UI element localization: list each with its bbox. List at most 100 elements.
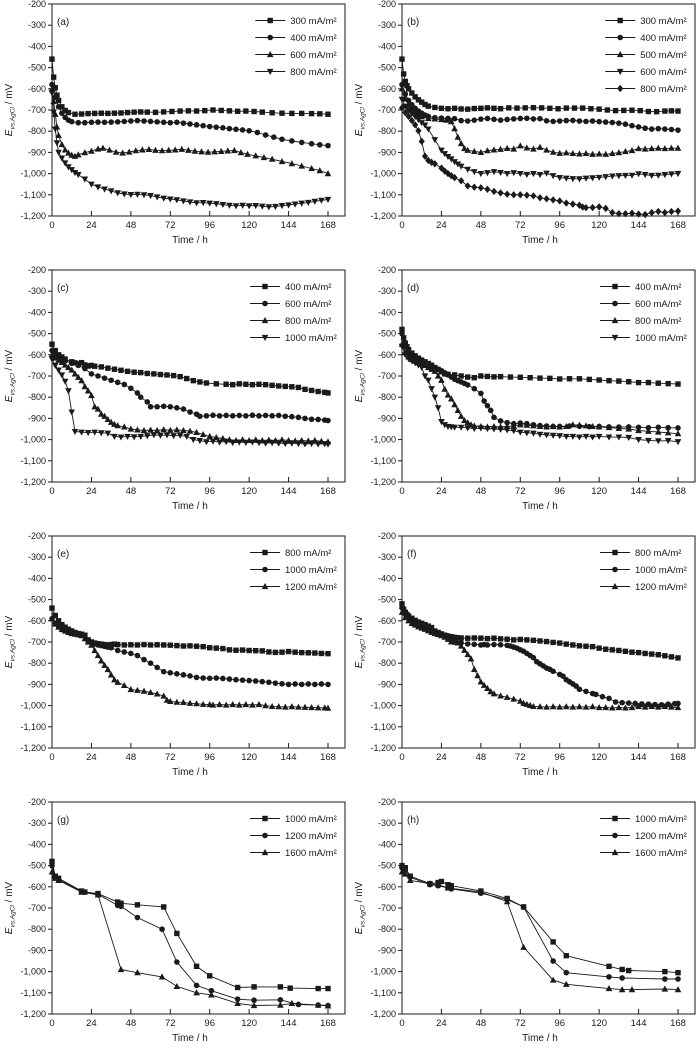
legend-label: 800 mA/m² <box>640 84 686 95</box>
svg-text:-600: -600 <box>28 882 46 892</box>
svg-text:48: 48 <box>476 752 487 763</box>
svg-text:-900: -900 <box>28 945 46 955</box>
panel-c-canvas: -200 -300 -400 -500 -600 -700 -800 -900 -1,000 -1… <box>4 266 346 512</box>
panel-letter: (b) <box>407 17 419 28</box>
svg-text:-1,200: -1,200 <box>370 477 396 487</box>
series-0 <box>49 858 331 992</box>
svg-text:72: 72 <box>165 752 176 763</box>
svg-text:-900: -900 <box>378 679 396 689</box>
svg-text:72: 72 <box>515 1018 526 1029</box>
svg-text:168: 168 <box>320 1018 336 1029</box>
x-axis-title: Time / h <box>522 1033 558 1044</box>
svg-text:-900: -900 <box>378 945 396 955</box>
svg-text:24: 24 <box>86 752 97 763</box>
legend-label: 800 mA/m² <box>285 548 331 559</box>
svg-text:-400: -400 <box>378 307 396 317</box>
svg-text:-1,200: -1,200 <box>370 743 396 753</box>
svg-text:-1,000: -1,000 <box>20 435 46 445</box>
svg-text:120: 120 <box>591 486 607 497</box>
panel-d-canvas: -200 -300 -400 -500 -600 -700 -800 -900 -1,000 -1… <box>354 266 696 512</box>
svg-text:-1,100: -1,100 <box>370 456 396 466</box>
svg-text:-500: -500 <box>378 595 396 605</box>
series-2 <box>48 615 332 711</box>
series-0 <box>399 56 681 115</box>
y-axis: -200 -300 -400 -500 -600 -700 -800 -900 -1,000 -1… <box>370 0 402 221</box>
legend-label: 400 mA/m² <box>640 33 686 44</box>
svg-text:96: 96 <box>554 220 565 231</box>
series-2 <box>48 85 332 177</box>
legend-label: 1200 mA/m² <box>635 582 687 593</box>
svg-text:96: 96 <box>554 1018 565 1029</box>
svg-text:-1,200: -1,200 <box>370 1009 396 1019</box>
x-axis-title: Time / h <box>172 1033 208 1044</box>
panel-a-canvas: -200 -300 -400 -500 -600 -700 -800 -900 -1,000 -1… <box>4 0 346 246</box>
svg-text:0: 0 <box>49 752 54 763</box>
series-0 <box>399 601 681 661</box>
svg-text:120: 120 <box>591 1018 607 1029</box>
svg-text:-1,000: -1,000 <box>370 967 396 977</box>
series-0 <box>399 862 681 976</box>
svg-text:-400: -400 <box>28 839 46 849</box>
svg-text:168: 168 <box>670 1018 686 1029</box>
x-axis: 0 24 48 72 96 120 144 168 <box>49 743 336 763</box>
series-0 <box>49 56 331 117</box>
panel-c-chart: -200 -300 -400 -500 -600 -700 -800 -900 -1,000 -1… <box>0 266 350 532</box>
svg-text:-400: -400 <box>378 573 396 583</box>
legend: 300 mA/m² 400 mA/m² 600 mA/m² 800 mA/m² <box>255 16 337 78</box>
svg-text:48: 48 <box>476 220 487 231</box>
svg-text:-800: -800 <box>378 924 396 934</box>
svg-text:48: 48 <box>126 486 137 497</box>
svg-text:-500: -500 <box>28 63 46 73</box>
x-axis: 0 24 48 72 96 120 144 168 <box>49 211 336 231</box>
svg-text:-700: -700 <box>378 637 396 647</box>
svg-text:168: 168 <box>670 220 686 231</box>
svg-text:-1,000: -1,000 <box>20 967 46 977</box>
svg-text:0: 0 <box>49 486 54 497</box>
svg-text:168: 168 <box>320 752 336 763</box>
svg-text:72: 72 <box>515 486 526 497</box>
svg-text:-800: -800 <box>28 392 46 402</box>
series-1 <box>49 615 331 688</box>
svg-text:-200: -200 <box>28 798 46 807</box>
series-1 <box>49 347 331 424</box>
svg-text:0: 0 <box>399 486 404 497</box>
legend-label: 1200 mA/m² <box>285 831 337 842</box>
legend-label: 800 mA/m² <box>635 548 681 559</box>
svg-text:-900: -900 <box>28 147 46 157</box>
legend-label: 1000 mA/m² <box>635 814 687 825</box>
svg-text:-1,100: -1,100 <box>370 722 396 732</box>
legend-label: 1600 mA/m² <box>635 848 687 859</box>
svg-text:-300: -300 <box>378 20 396 30</box>
svg-text:-1,000: -1,000 <box>20 701 46 711</box>
svg-text:0: 0 <box>49 220 54 231</box>
svg-text:-300: -300 <box>28 20 46 30</box>
svg-text:-700: -700 <box>28 105 46 115</box>
svg-text:-900: -900 <box>378 413 396 423</box>
panel-letter: (d) <box>407 283 419 294</box>
svg-text:-900: -900 <box>378 147 396 157</box>
legend: 400 mA/m² 600 mA/m² 800 mA/m² 1000 mA/m² <box>250 282 337 344</box>
panel-d-chart: -200 -300 -400 -500 -600 -700 -800 -900 -1,000 -1… <box>350 266 700 532</box>
x-axis-title: Time / h <box>522 501 558 512</box>
legend-label: 800 mA/m² <box>285 316 331 327</box>
series-2 <box>48 868 332 1009</box>
legend-label: 600 mA/m² <box>635 299 681 310</box>
series-1 <box>49 81 331 149</box>
svg-text:-900: -900 <box>28 679 46 689</box>
y-axis-title: Evs.AgCl / mV <box>354 615 367 668</box>
svg-text:-600: -600 <box>378 882 396 892</box>
series-2 <box>398 608 682 711</box>
svg-text:-300: -300 <box>28 286 46 296</box>
svg-text:-700: -700 <box>378 903 396 913</box>
panel-b-chart: -200 -300 -400 -500 -600 -700 -800 -900 -1,000 -1… <box>350 0 700 266</box>
svg-text:72: 72 <box>165 220 176 231</box>
svg-text:-1,200: -1,200 <box>20 743 46 753</box>
svg-text:144: 144 <box>281 1018 297 1029</box>
svg-text:-300: -300 <box>28 552 46 562</box>
x-axis-title: Time / h <box>172 235 208 246</box>
svg-text:-700: -700 <box>28 371 46 381</box>
svg-text:144: 144 <box>281 220 297 231</box>
panel-letter: (e) <box>57 549 69 560</box>
panel-e-canvas: -200 -300 -400 -500 -600 -700 -800 -900 -1,000 -1… <box>4 532 346 778</box>
svg-text:-500: -500 <box>28 595 46 605</box>
